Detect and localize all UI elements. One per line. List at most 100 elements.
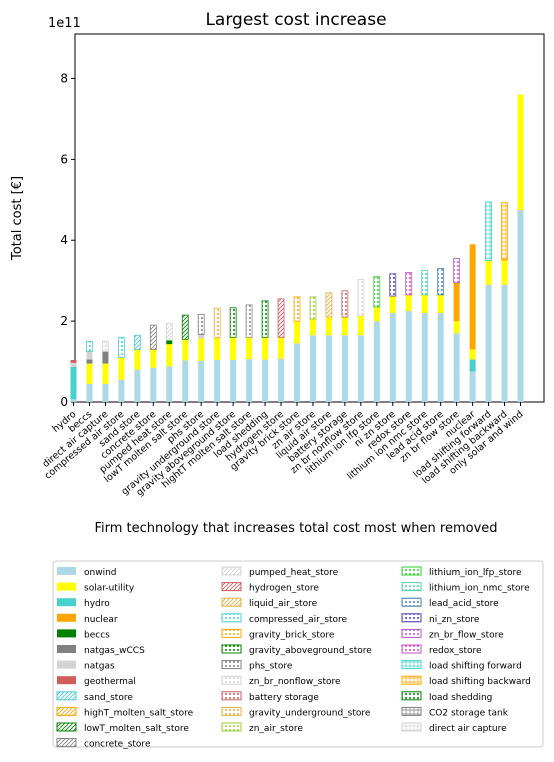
y-scale-label: 1e11 [48,16,81,31]
bar-segment-solar-utility [373,306,380,322]
legend-swatch-hydro [57,598,76,607]
legend-label-battery-storage: battery storage [249,693,319,703]
bar-segment-solar-utility [262,337,269,360]
bar-segment-lowt-molten-salt-store [181,314,189,340]
bar-segment-beccs [86,340,93,352]
legend-label-nuclear: nuclear [84,615,118,625]
bar-segment-onwind [309,335,316,402]
bar-segment-onwind [325,335,332,402]
bar-segment-solar-utility [150,349,157,368]
bar-segment-solar-utility [517,94,524,210]
bar-segment-zn-br-flow-store [453,258,461,284]
bar-segment-lithium-ion-lfp-store [373,276,381,308]
legend-swatch-direct-air-capture [401,722,422,732]
legend-box [52,560,544,748]
legend-label-co2-storage-tank: CO2 storage tank [429,708,509,718]
bar-segment-pumped-heat-store [165,322,173,341]
legend-swatch-liquid-air-store [221,597,242,607]
bar-segment-solar-utility [389,296,396,314]
bar-segment-solar-utility [357,315,364,336]
legend-swatch-co2-storage-tank [401,706,422,716]
bar-segment-solar-utility [469,349,476,360]
bar-segment-solar-utility [278,337,285,359]
bar-segment-solar-utility [341,317,348,336]
bar-segment-nuclear [501,259,508,261]
legend-label-load-shifting-forward: load shifting forward [429,662,522,672]
legend: onwind solar-utility hydro nuclear beccs natg… [52,560,544,750]
bar-segment-onwind [278,358,285,402]
legend-label-lead-acid-store: lead_acid_store [429,599,499,609]
legend-swatch-load-shedding [401,691,422,701]
bar-segment-gravity-brick-store [293,296,301,322]
legend-swatch-nuclear [57,613,76,622]
legend-swatch-pumped-heat-store [221,566,242,576]
bar-segment-solar-utility [453,321,460,334]
legend-label-natgas: natgas [84,662,115,672]
bar-segment-onwind [373,321,380,402]
legend-label-ni-zn-store: ni_zn_store [429,615,480,625]
bar-segment-solar-utility [325,317,332,336]
bar-segment-direct-air-capture [102,340,109,352]
bar-segment-onwind [262,359,269,402]
legend-swatch-natgas-wccs [57,645,76,653]
bar-segment-zn-br-nonflow-store [357,279,365,317]
legend-swatch-solar-utility [57,582,76,591]
legend-label-lowt-molten-salt-store: lowT_molten_salt_store [84,724,189,734]
bar-segment-natgas-wccs [102,351,109,364]
bar-segment-onwind [70,399,77,402]
bar-segment-onwind [405,311,412,402]
legend-swatch-natgas [57,660,76,669]
bar-segment-solar-utility [182,339,189,361]
bar-segment-onwind [166,366,173,402]
bar-segment-liquid-air-store [325,292,333,318]
legend-label-hight-molten-salt-store: highT_molten_salt_store [84,708,194,718]
legend-swatch-gravity-brick-store [221,628,242,638]
legend-label-gravity-underground-store: gravity_underground_store [249,708,371,718]
bar-segment-compressed-air-store [117,336,125,358]
legend-label-load-shedding: load shedding [429,693,492,703]
legend-swatch-compressed-air-store [221,613,242,623]
bar-segment-ni-zn-store [389,273,397,297]
bar-segment-onwind [198,360,205,402]
x-axis-label: Firm technology that increases total cos… [94,521,497,536]
legend-swatch-load-shifting-forward [401,660,422,670]
legend-label-zn-br-flow-store: zn_br_flow_store [429,630,504,640]
legend-swatch-phs-store [221,660,242,670]
chart-title: Largest cost increase [205,10,386,30]
bar-segment-solar-utility [246,337,253,360]
bar-segment-solar-utility [230,337,237,360]
legend-swatch-hight-molten-salt-store [56,706,77,716]
legend-label-load-shifting-backward: load shifting backward [429,677,531,687]
legend-label-lithium-ion-lfp-store: lithium_ion_lfp_store [429,568,522,578]
legend-swatch-geothermal [57,676,76,685]
legend-swatch-zn-br-flow-store [401,628,422,638]
legend-label-natgas-wccs: natgas_wCCS [84,646,145,656]
legend-label-concrete-store: concrete_store [84,740,151,750]
legend-swatch-sand-store [56,691,77,701]
bar-segment-onwind [437,313,444,402]
legend-swatch-lithium-ion-nmc-store [401,582,422,592]
bar-segment-lithium-ion-nmc-store [421,270,429,296]
bar-segment-natgas [86,351,93,360]
bar-segment-onwind [214,359,221,402]
bar-segment-gravity-underground-store [213,307,221,339]
bar-segment-load-shedding [261,300,269,338]
bar-segment-natgas [70,362,77,367]
bar-segment-onwind [294,343,300,402]
bar-segment-gravity-aboveground-store [229,307,237,338]
bar-segment-onwind [134,369,141,402]
bar-segment-hydrogen-store [277,298,285,338]
legend-label-liquid-air-store: liquid_air_store [249,599,318,609]
legend-label-onwind: onwind [84,568,117,578]
legend-label-zn-br-nonflow-store: zn_br_nonflow_store [249,677,341,687]
bar-segment-solar-utility [294,321,300,344]
bar-segment-onwind [150,367,157,402]
bar-segment-natgas-wccs [86,359,93,364]
legend-swatch-ni-zn-store [401,613,422,623]
y-axis-label: Total cost [€] [10,176,25,261]
bar-segment-solar-utility [214,337,221,360]
legend-label-pumped-heat-store: pumped_heat_store [249,568,339,578]
bar-segment-onwind [501,284,508,402]
